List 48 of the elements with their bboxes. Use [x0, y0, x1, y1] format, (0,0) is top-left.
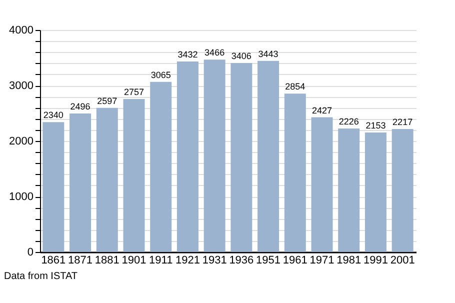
x-tick-label: 1871: [68, 254, 93, 266]
data-label: 2226: [338, 116, 359, 126]
y-tick-label: 2000: [9, 136, 34, 148]
bar: [284, 94, 306, 252]
x-tick-label: 1971: [310, 254, 334, 266]
data-label: 3466: [204, 48, 225, 58]
data-label: 2597: [97, 96, 118, 106]
data-label: 2496: [70, 101, 90, 112]
x-tick-label: 1901: [122, 254, 146, 266]
bar: [123, 98, 145, 252]
x-tick-label: 1931: [202, 254, 227, 266]
bar: [258, 60, 280, 252]
data-label: 3432: [178, 50, 198, 60]
x-tick-label: 1981: [336, 254, 362, 266]
data-label: 2854: [285, 82, 306, 92]
x-tick-label: 1961: [282, 254, 308, 266]
x-tick-label: 1921: [175, 254, 200, 266]
y-tick-label: 4000: [9, 24, 34, 36]
bar: [176, 62, 198, 252]
x-tick-label: 1881: [94, 254, 120, 266]
bar: [42, 122, 64, 252]
data-label: 2340: [43, 110, 64, 120]
data-label: 2427: [312, 105, 332, 116]
bar: [70, 113, 92, 252]
bar: [204, 60, 226, 252]
data-label: 2217: [392, 116, 413, 127]
data-label: 3443: [258, 48, 278, 59]
bar: [392, 128, 414, 252]
data-label: 3065: [150, 70, 171, 80]
x-tick-label: 2001: [390, 254, 415, 266]
x-tick-label: 1991: [363, 254, 388, 266]
y-tick-label: 0: [27, 246, 34, 258]
x-tick-label: 1911: [149, 254, 173, 266]
bar: [230, 62, 252, 252]
bar: [96, 108, 118, 252]
data-label: 2757: [124, 86, 144, 97]
x-tick-label: 1936: [229, 254, 254, 266]
bar: [311, 117, 333, 252]
bar: [364, 132, 386, 252]
y-tick-label: 3000: [9, 80, 34, 92]
x-tick-label: 1861: [41, 254, 66, 266]
y-tick-label: 1000: [9, 191, 34, 203]
data-label: 2153: [366, 120, 386, 131]
x-tick-label: 1951: [256, 254, 281, 266]
bar: [150, 82, 172, 252]
text: Data from ISTAT: [4, 271, 79, 282]
data-label: 3406: [231, 50, 252, 61]
bar: [338, 128, 360, 252]
